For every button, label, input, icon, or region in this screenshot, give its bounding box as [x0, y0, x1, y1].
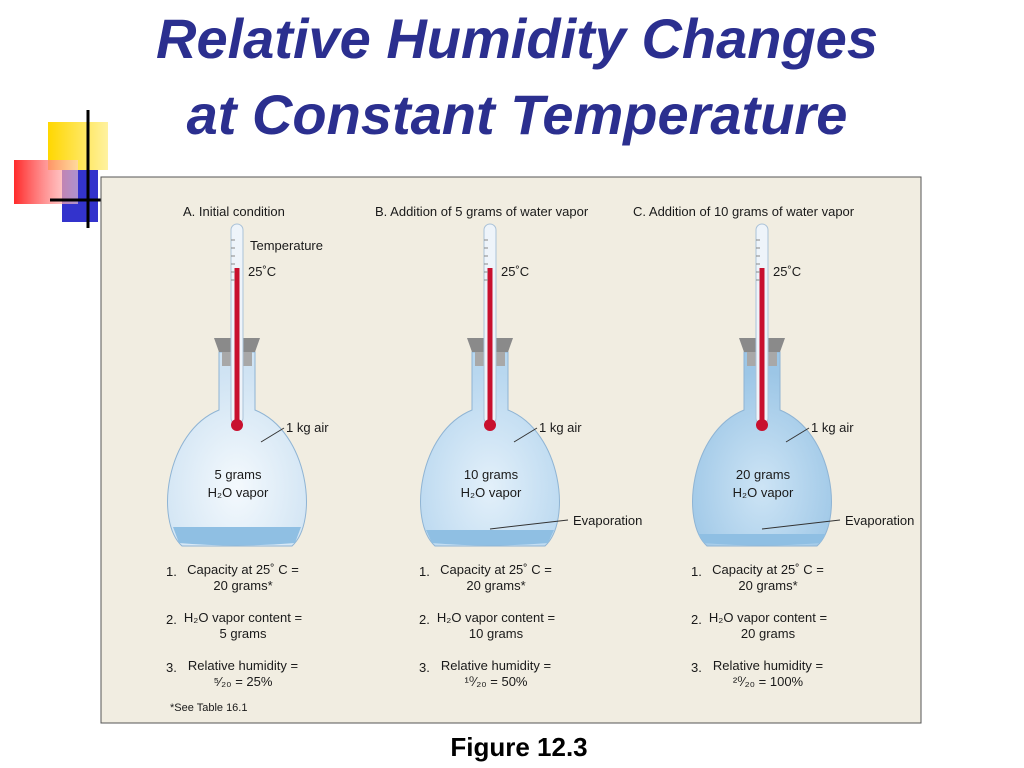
temperature: 25˚C [501, 264, 529, 279]
vapor-label: 10 grams [464, 467, 519, 482]
air-label: 1 kg air [811, 420, 854, 435]
air-label: 1 kg air [286, 420, 329, 435]
step-text: Capacity at 25˚ C = [440, 562, 552, 577]
step-number: 2. [691, 612, 702, 627]
temperature: 25˚C [248, 264, 276, 279]
thermometer-bulb [231, 419, 243, 431]
title-line: Relative Humidity Changes [156, 7, 878, 70]
title-line: at Constant Temperature [187, 83, 848, 146]
panels: A. Initial condition Temperature 25˚C 1 kg … [166, 204, 914, 689]
thermometer-column [487, 268, 493, 424]
vapor-label: 20 grams [736, 467, 791, 482]
temperature: 25˚C [773, 264, 801, 279]
panel-heading: B. Addition of 5 grams of water vapor [375, 204, 589, 219]
panel-heading: A. Initial condition [183, 204, 285, 219]
step-text: H₂O vapor content = [437, 610, 555, 625]
step-text: Capacity at 25˚ C = [712, 562, 824, 577]
step-text: Relative humidity = [188, 658, 298, 673]
vapor-label: H₂O vapor [733, 485, 794, 500]
step-text: ²⁰⁄₂₀ = 100% [733, 674, 804, 689]
thermometer-label: Temperature [250, 238, 323, 253]
thermometer-column [759, 268, 765, 424]
footnote: *See Table 16.1 [170, 702, 247, 714]
water [698, 534, 826, 546]
flask [167, 351, 307, 547]
step-text: 20 grams [741, 626, 796, 641]
step-number: 2. [166, 612, 177, 627]
water [173, 527, 301, 546]
flask [420, 351, 560, 547]
leader [489, 519, 569, 530]
step-text: H₂O vapor content = [709, 610, 827, 625]
leader [260, 427, 285, 443]
step-text: 20 grams* [466, 578, 525, 593]
step-number: 1. [691, 564, 702, 579]
air-label: 1 kg air [539, 420, 582, 435]
step-number: 3. [691, 660, 702, 675]
water [426, 530, 554, 546]
step-text: ⁵⁄₂₀ = 25% [214, 674, 273, 689]
vapor-label: 5 grams [215, 467, 262, 482]
step-text: Relative humidity = [441, 658, 551, 673]
vapor-label: H₂O vapor [208, 485, 269, 500]
step-text: Relative humidity = [713, 658, 823, 673]
thermometer-bulb [756, 419, 768, 431]
leader [761, 519, 841, 530]
step-number: 1. [166, 564, 177, 579]
caption: Figure 12.3 [450, 732, 587, 762]
step-text: 20 grams* [213, 578, 272, 593]
step-number: 2. [419, 612, 430, 627]
step-text: 10 grams [469, 626, 524, 641]
step-text: 5 grams [220, 626, 267, 641]
panel-heading: C. Addition of 10 grams of water vapor [633, 204, 855, 219]
leader [513, 427, 538, 443]
step-text: 20 grams* [738, 578, 797, 593]
step-text: H₂O vapor content = [184, 610, 302, 625]
step-text: ¹⁰⁄₂₀ = 50% [465, 674, 528, 689]
thermometer-column [234, 268, 240, 424]
vapor-label: H₂O vapor [461, 485, 522, 500]
evaporation-label: Evaporation [845, 513, 914, 528]
step-text: Capacity at 25˚ C = [187, 562, 299, 577]
decoration [14, 110, 108, 228]
step-number: 3. [419, 660, 430, 675]
step-number: 1. [419, 564, 430, 579]
leader [785, 427, 810, 443]
evaporation-label: Evaporation [573, 513, 642, 528]
thermometer-bulb [484, 419, 496, 431]
step-number: 3. [166, 660, 177, 675]
flask [692, 351, 832, 547]
